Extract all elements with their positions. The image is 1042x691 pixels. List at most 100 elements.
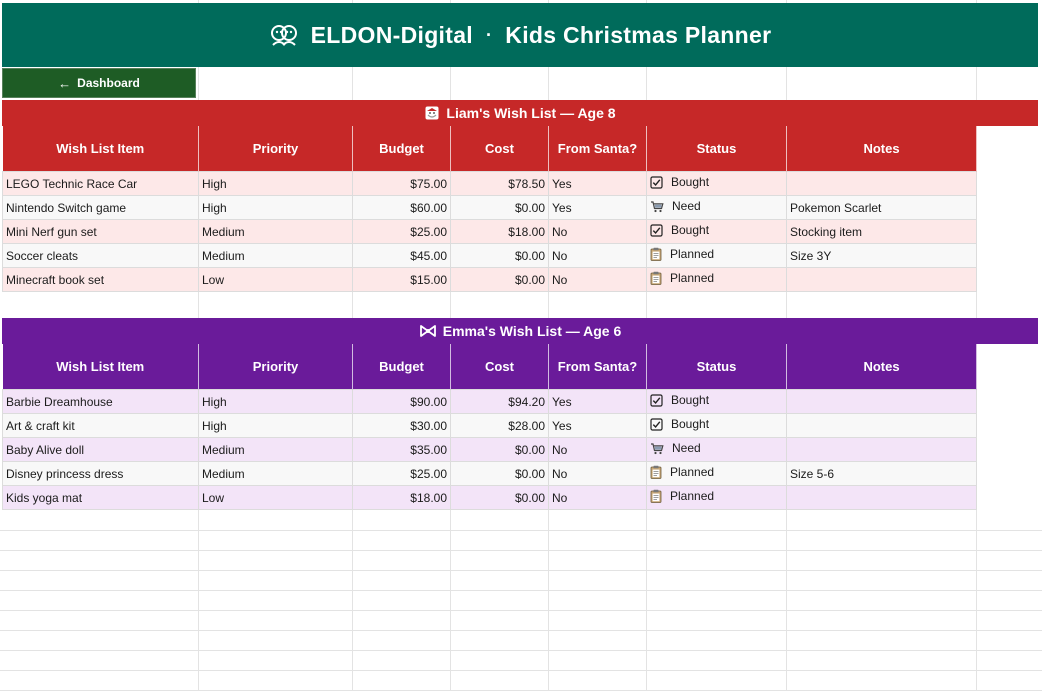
title-separator: · [485,24,493,45]
cell-from-santa[interactable]: Yes [548,195,647,220]
cell-budget[interactable]: $35.00 [352,437,451,462]
cell-notes[interactable]: Pokemon Scarlet [786,195,977,220]
cell-budget[interactable]: $25.00 [352,219,451,244]
cell-item[interactable]: Baby Alive doll [2,437,199,462]
cell-budget[interactable]: $30.00 [352,413,451,438]
cell-cost[interactable]: $28.00 [450,413,549,438]
col-header-santa[interactable]: From Santa? [548,344,647,390]
kids-faces-icon [269,21,299,49]
cell-budget[interactable]: $90.00 [352,389,451,414]
cell-item[interactable]: Soccer cleats [2,243,199,268]
cell-status[interactable]: Bought [646,219,787,244]
col-header-notes[interactable]: Notes [786,126,977,172]
cell-from-santa[interactable]: Yes [548,389,647,414]
clipboard-icon [650,489,666,503]
col-header-priority[interactable]: Priority [198,344,353,390]
cell-priority[interactable]: High [198,413,353,438]
cell-from-santa[interactable]: No [548,243,647,268]
cell-item[interactable]: Disney princess dress [2,461,199,486]
col-header-status[interactable]: Status [646,344,787,390]
col-header-priority[interactable]: Priority [198,126,353,172]
cell-status[interactable]: Need [646,437,787,462]
cell-item[interactable]: LEGO Technic Race Car [2,171,199,196]
cell-cost[interactable]: $18.00 [450,219,549,244]
status-text: Planned [670,271,715,285]
col-header-santa[interactable]: From Santa? [548,126,647,172]
cell-status[interactable]: Need [646,195,787,220]
dashboard-button[interactable]: ← Dashboard [2,68,196,98]
cell-from-santa[interactable]: No [548,437,647,462]
clipboard-icon [650,247,666,261]
cell-from-santa[interactable]: No [548,461,647,486]
cell-status[interactable]: Planned [646,461,787,486]
cell-status[interactable]: Bought [646,171,787,196]
cell-status[interactable]: Planned [646,267,787,292]
cell-cost[interactable]: $0.00 [450,195,549,220]
cell-notes[interactable]: Size 3Y [786,243,977,268]
cell-status[interactable]: Planned [646,485,787,510]
cell-notes[interactable] [786,485,977,510]
cell-notes[interactable] [786,437,977,462]
cart-icon [650,200,668,213]
cell-cost[interactable]: $94.20 [450,389,549,414]
cell-item[interactable]: Minecraft book set [2,267,199,292]
table-row: Barbie Dreamhouse High $90.00 $94.20 Yes Boug… [2,389,977,414]
status-text: Planned [670,247,715,261]
check-box-icon [650,224,667,237]
cell-cost[interactable]: $0.00 [450,267,549,292]
cell-budget[interactable]: $25.00 [352,461,451,486]
cell-item[interactable]: Art & craft kit [2,413,199,438]
cell-cost[interactable]: $0.00 [450,485,549,510]
cell-priority[interactable]: Low [198,485,353,510]
cell-priority[interactable]: High [198,195,353,220]
cell-budget[interactable]: $75.00 [352,171,451,196]
cell-priority[interactable]: Medium [198,437,353,462]
cell-priority[interactable]: Low [198,267,353,292]
col-header-cost[interactable]: Cost [450,344,549,390]
cell-priority[interactable]: High [198,389,353,414]
col-header-status[interactable]: Status [646,126,787,172]
col-header-item[interactable]: Wish List Item [2,344,199,390]
cell-notes[interactable] [786,171,977,196]
col-header-budget[interactable]: Budget [352,344,451,390]
page-title: Kids Christmas Planner [505,21,772,48]
table-row: Minecraft book set Low $15.00 $0.00 No Planne… [2,267,977,292]
cell-status[interactable]: Bought [646,413,787,438]
cell-notes[interactable] [786,267,977,292]
cell-notes[interactable]: Size 5-6 [786,461,977,486]
cell-priority[interactable]: High [198,171,353,196]
cell-from-santa[interactable]: No [548,267,647,292]
col-header-notes[interactable]: Notes [786,344,977,390]
cell-item[interactable]: Barbie Dreamhouse [2,389,199,414]
cell-item[interactable]: Kids yoga mat [2,485,199,510]
cell-priority[interactable]: Medium [198,219,353,244]
cell-notes[interactable] [786,389,977,414]
cell-budget[interactable]: $45.00 [352,243,451,268]
check-box-icon [650,394,667,407]
cell-from-santa[interactable]: No [548,219,647,244]
table-row: Disney princess dress Medium $25.00 $0.00 No… [2,461,977,486]
cell-priority[interactable]: Medium [198,243,353,268]
emma-section-title: Emma's Wish List — Age 6 [2,318,1038,344]
cell-item[interactable]: Mini Nerf gun set [2,219,199,244]
cell-notes[interactable] [786,413,977,438]
cell-from-santa[interactable]: No [548,485,647,510]
status-text: Planned [670,465,715,479]
cell-notes[interactable]: Stocking item [786,219,977,244]
cell-cost[interactable]: $0.00 [450,437,549,462]
cell-item[interactable]: Nintendo Switch game [2,195,199,220]
cell-budget[interactable]: $18.00 [352,485,451,510]
cell-status[interactable]: Bought [646,389,787,414]
col-header-item[interactable]: Wish List Item [2,126,199,172]
cell-from-santa[interactable]: Yes [548,171,647,196]
cell-priority[interactable]: Medium [198,461,353,486]
cell-from-santa[interactable]: Yes [548,413,647,438]
cell-cost[interactable]: $0.00 [450,461,549,486]
cell-budget[interactable]: $60.00 [352,195,451,220]
cell-cost[interactable]: $0.00 [450,243,549,268]
cell-status[interactable]: Planned [646,243,787,268]
col-header-cost[interactable]: Cost [450,126,549,172]
col-header-budget[interactable]: Budget [352,126,451,172]
cell-cost[interactable]: $78.50 [450,171,549,196]
cell-budget[interactable]: $15.00 [352,267,451,292]
